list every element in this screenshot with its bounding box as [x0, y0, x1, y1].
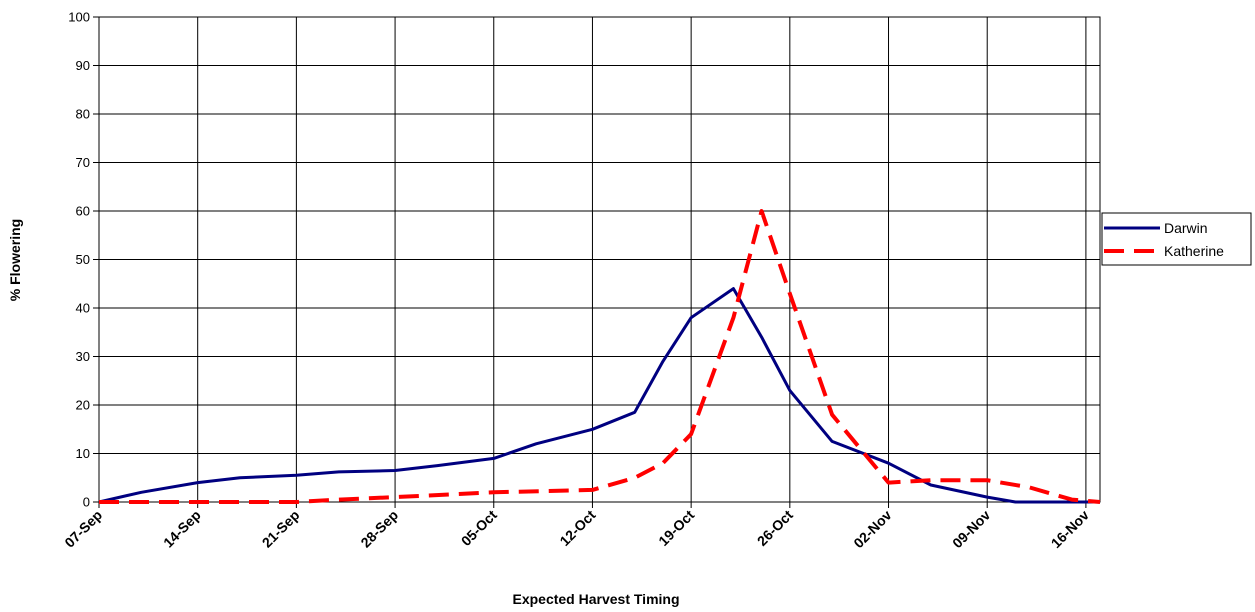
y-tick-label: 90 [76, 58, 90, 73]
x-tick-label: 16-Nov [1048, 507, 1092, 551]
x-tick-label: 26-Oct [754, 507, 796, 549]
x-tick-label: 28-Sep [357, 507, 401, 551]
x-tick-label: 19-Oct [655, 507, 697, 549]
x-tick-label: 09-Nov [949, 507, 993, 551]
x-axis: 07-Sep 14-Sep 21-Sep 28-Sep 05-Oct 12-Oct 19-O… [61, 502, 1092, 551]
y-tick-label: 10 [76, 446, 90, 461]
legend: Darwin Katherine [1101, 212, 1252, 266]
y-axis-title: % Flowering [7, 219, 23, 301]
y-tick-label: 80 [76, 107, 90, 122]
x-tick-label: 02-Nov [850, 507, 894, 551]
y-tick-label: 70 [76, 155, 90, 170]
x-tick-label: 21-Sep [259, 507, 303, 551]
y-tick-label: 40 [76, 301, 90, 316]
series-line-darwin [98, 287, 1100, 504]
x-axis-title: Expected Harvest Timing [512, 591, 679, 607]
y-tick-label: 100 [68, 10, 90, 25]
x-tick-label: 12-Oct [556, 507, 598, 549]
grid-lines [98, 16, 1100, 503]
x-tick-label: 05-Oct [458, 507, 500, 549]
x-tick-label: 07-Sep [61, 507, 105, 551]
y-tick-label: 50 [76, 252, 90, 267]
y-tick-label: 30 [76, 349, 90, 364]
y-tick-label: 0 [83, 495, 90, 510]
series-line-katherine [99, 209, 1101, 504]
legend-box [1101, 212, 1252, 266]
series-lines [98, 209, 1101, 504]
legend-label-darwin: Darwin [1164, 220, 1208, 236]
x-tick-label: 14-Sep [160, 507, 204, 551]
y-tick-label: 20 [76, 398, 90, 413]
y-axis: 0 10 20 30 40 50 60 70 80 90 100 [68, 10, 99, 510]
legend-label-katherine: Katherine [1164, 243, 1224, 259]
y-tick-label: 60 [76, 204, 90, 219]
